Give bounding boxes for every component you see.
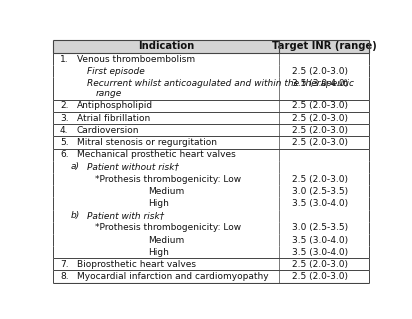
Text: Antiphospholipid: Antiphospholipid: [77, 101, 153, 110]
Text: 3.0 (2.5-3.5): 3.0 (2.5-3.5): [292, 187, 348, 196]
Text: b): b): [70, 211, 80, 220]
Text: 6.: 6.: [60, 150, 69, 159]
Text: Recurrent whilst anticoagulated and within the therapeutic: Recurrent whilst anticoagulated and with…: [87, 79, 354, 88]
Text: range: range: [96, 89, 122, 98]
Text: 3.5 (3.0-4.0): 3.5 (3.0-4.0): [292, 199, 348, 208]
Text: Cardioversion: Cardioversion: [77, 126, 139, 135]
Text: 4.: 4.: [60, 126, 68, 135]
Text: 2.5 (2.0-3.0): 2.5 (2.0-3.0): [292, 174, 348, 183]
Text: High: High: [148, 248, 169, 257]
Text: 2.5 (2.0-3.0): 2.5 (2.0-3.0): [292, 138, 348, 147]
Text: Mitral stenosis or regurgitation: Mitral stenosis or regurgitation: [77, 138, 217, 147]
Text: a): a): [70, 162, 80, 171]
Text: 1.: 1.: [60, 55, 69, 63]
Text: 2.5 (2.0-3.0): 2.5 (2.0-3.0): [292, 114, 348, 122]
Text: Bioprosthetic heart valves: Bioprosthetic heart valves: [77, 260, 196, 269]
Bar: [53, 40, 369, 53]
Text: Patient without risk†: Patient without risk†: [87, 162, 179, 171]
Text: 2.: 2.: [60, 101, 68, 110]
Text: 8.: 8.: [60, 272, 69, 281]
Text: 3.5 (3.0-4.0): 3.5 (3.0-4.0): [292, 79, 348, 88]
Text: *Prothesis thrombogenicity: Low: *Prothesis thrombogenicity: Low: [95, 174, 241, 183]
Text: First episode: First episode: [87, 67, 145, 76]
Text: 3.: 3.: [60, 114, 69, 122]
Text: Patient with risk†: Patient with risk†: [87, 211, 164, 220]
Text: 3.5 (3.0-4.0): 3.5 (3.0-4.0): [292, 235, 348, 245]
Text: 3.0 (2.5-3.5): 3.0 (2.5-3.5): [292, 223, 348, 232]
Text: 2.5 (2.0-3.0): 2.5 (2.0-3.0): [292, 67, 348, 76]
Text: Medium: Medium: [148, 235, 184, 245]
Text: Indication: Indication: [138, 41, 194, 51]
Text: High: High: [148, 199, 169, 208]
Text: 5.: 5.: [60, 138, 69, 147]
Text: Mechanical prosthetic heart valves: Mechanical prosthetic heart valves: [77, 150, 236, 159]
Text: 2.5 (2.0-3.0): 2.5 (2.0-3.0): [292, 126, 348, 135]
Text: 2.5 (2.0-3.0): 2.5 (2.0-3.0): [292, 272, 348, 281]
Text: Medium: Medium: [148, 187, 184, 196]
Text: Target INR (range): Target INR (range): [272, 41, 377, 51]
Text: Venous thromboembolism: Venous thromboembolism: [77, 55, 195, 63]
Text: Atrial fibrillation: Atrial fibrillation: [77, 114, 150, 122]
Text: *Prothesis thrombogenicity: Low: *Prothesis thrombogenicity: Low: [95, 223, 241, 232]
Text: 7.: 7.: [60, 260, 69, 269]
Text: 3.5 (3.0-4.0): 3.5 (3.0-4.0): [292, 248, 348, 257]
Text: 2.5 (2.0-3.0): 2.5 (2.0-3.0): [292, 101, 348, 110]
Text: 2.5 (2.0-3.0): 2.5 (2.0-3.0): [292, 260, 348, 269]
Text: Myocardial infarction and cardiomyopathy: Myocardial infarction and cardiomyopathy: [77, 272, 269, 281]
